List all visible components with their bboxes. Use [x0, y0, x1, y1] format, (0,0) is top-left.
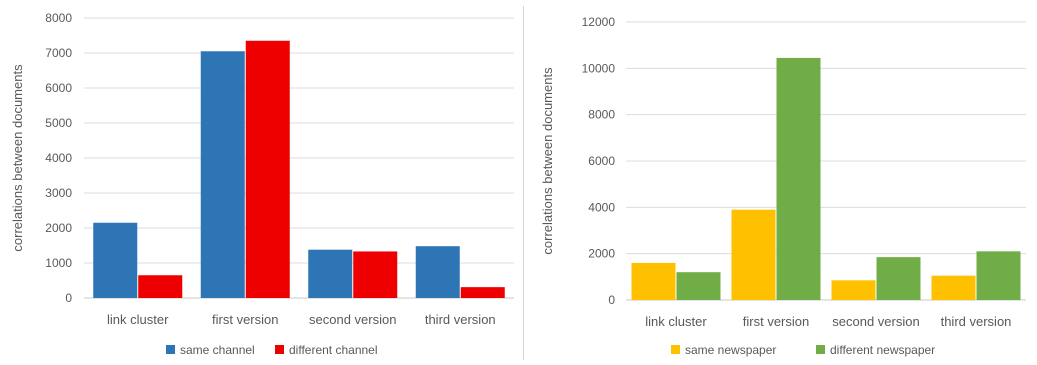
y-tick-label: 2000 [588, 247, 615, 261]
y-tick-label: 12000 [582, 15, 616, 29]
bar [876, 257, 921, 300]
legend-label: different newspaper [830, 343, 935, 357]
legend-swatch [816, 345, 825, 354]
y-axis-label: correlations between documents [540, 67, 555, 255]
legend-label: different channel [289, 343, 378, 357]
bar [631, 262, 676, 300]
y-tick-label: 8000 [588, 108, 615, 122]
bar [931, 275, 976, 300]
panel-divider [523, 6, 524, 360]
bar [138, 275, 183, 298]
bar [460, 287, 505, 298]
bar [308, 249, 353, 298]
bar [415, 246, 460, 298]
bar [353, 251, 398, 298]
y-tick-label: 10000 [582, 61, 616, 75]
y-tick-label: 7000 [45, 46, 72, 60]
bar [200, 51, 245, 298]
bar [831, 280, 876, 300]
bar [776, 57, 821, 301]
legend-swatch [275, 345, 284, 354]
bar [676, 272, 721, 300]
channel-correlation-chart: 0 1000 2000 3000 4000 5000 6000 7000 8000 correla… [10, 11, 514, 357]
category-label: first version [212, 312, 278, 327]
y-tick-label: 4000 [588, 200, 615, 214]
category-label: second version [832, 314, 919, 329]
y-tick-label: 3000 [45, 186, 72, 200]
y-tick-label: 0 [65, 291, 72, 305]
bar [245, 40, 290, 298]
y-tick-label: 8000 [45, 11, 72, 25]
y-tick-label: 6000 [588, 154, 615, 168]
legend-label: same channel [180, 343, 255, 357]
y-tick-label: 2000 [45, 221, 72, 235]
newspaper-correlation-chart: 0 2000 4000 6000 8000 10000 12000 correlations … [540, 15, 1026, 357]
y-tick-label: 6000 [45, 81, 72, 95]
y-tick-label: 5000 [45, 116, 72, 130]
legend-swatch [671, 345, 680, 354]
category-label: first version [743, 314, 809, 329]
category-label: second version [309, 312, 396, 327]
category-label: link cluster [107, 312, 169, 327]
category-label: third version [941, 314, 1012, 329]
y-tick-label: 0 [608, 293, 615, 307]
category-label: third version [425, 312, 496, 327]
bar [976, 251, 1021, 300]
bar [93, 222, 138, 298]
y-tick-label: 4000 [45, 151, 72, 165]
legend-swatch [166, 345, 175, 354]
y-tick-label: 1000 [45, 256, 72, 270]
category-label: link cluster [645, 314, 707, 329]
bar [731, 209, 776, 300]
y-axis-label: correlations between documents [10, 64, 25, 252]
legend-label: same newspaper [685, 343, 776, 357]
